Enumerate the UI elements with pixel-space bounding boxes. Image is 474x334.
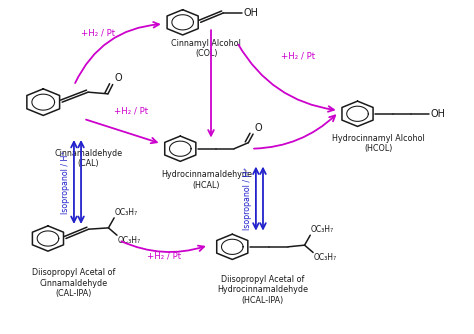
Text: Hydrocinnamaldehyde
(HCAL): Hydrocinnamaldehyde (HCAL): [161, 170, 252, 190]
Text: OC₃H₇: OC₃H₇: [115, 208, 137, 217]
Text: Hydrocinnamyl Alcohol
(HCOL): Hydrocinnamyl Alcohol (HCOL): [332, 134, 425, 153]
Text: +H₂ / Pt: +H₂ / Pt: [81, 28, 115, 37]
Text: +H₂ / Pt: +H₂ / Pt: [146, 252, 181, 261]
Text: OH: OH: [430, 109, 445, 119]
Text: OH: OH: [243, 8, 258, 18]
Text: +H₂ / Pt: +H₂ / Pt: [114, 107, 148, 116]
Text: Cinnamyl Alcohol
(COL): Cinnamyl Alcohol (COL): [171, 39, 241, 58]
Text: OC₃H₇: OC₃H₇: [118, 236, 141, 245]
Text: Diisopropyl Acetal of
Hydrocinnamaldehyde
(HCAL-IPA): Diisopropyl Acetal of Hydrocinnamaldehyd…: [218, 275, 309, 305]
Text: Isopropanol / H⁺: Isopropanol / H⁺: [61, 150, 70, 214]
Text: O: O: [255, 123, 262, 133]
Text: OC₃H₇: OC₃H₇: [314, 254, 337, 263]
Text: OC₃H₇: OC₃H₇: [311, 225, 334, 234]
Text: +H₂ / Pt: +H₂ / Pt: [282, 51, 316, 60]
Text: Diisopropyl Acetal of
Cinnamaldehyde
(CAL-IPA): Diisopropyl Acetal of Cinnamaldehyde (CA…: [32, 269, 116, 298]
Text: Cinnamaldehyde
(CAL): Cinnamaldehyde (CAL): [54, 149, 122, 168]
Text: O: O: [114, 73, 122, 83]
Text: Isopropanol / H⁺: Isopropanol / H⁺: [243, 167, 252, 230]
